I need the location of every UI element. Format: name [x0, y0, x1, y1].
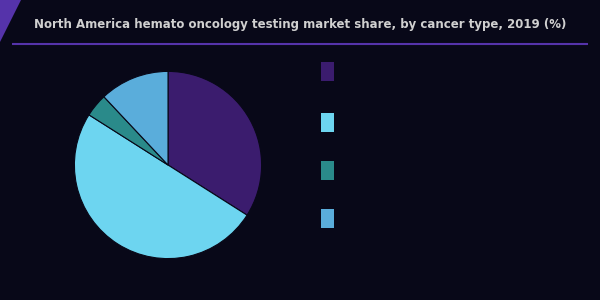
Wedge shape [104, 71, 168, 165]
Text: Other: Other [346, 213, 378, 223]
Wedge shape [74, 115, 247, 259]
Text: Lymphoma: Lymphoma [346, 117, 407, 127]
Wedge shape [89, 97, 168, 165]
Text: North America hemato oncology testing market share, by cancer type, 2019 (%): North America hemato oncology testing ma… [34, 18, 566, 31]
Text: Leukemia: Leukemia [346, 66, 400, 76]
Text: Multiple Myeloma: Multiple Myeloma [346, 165, 445, 175]
Wedge shape [168, 71, 262, 215]
